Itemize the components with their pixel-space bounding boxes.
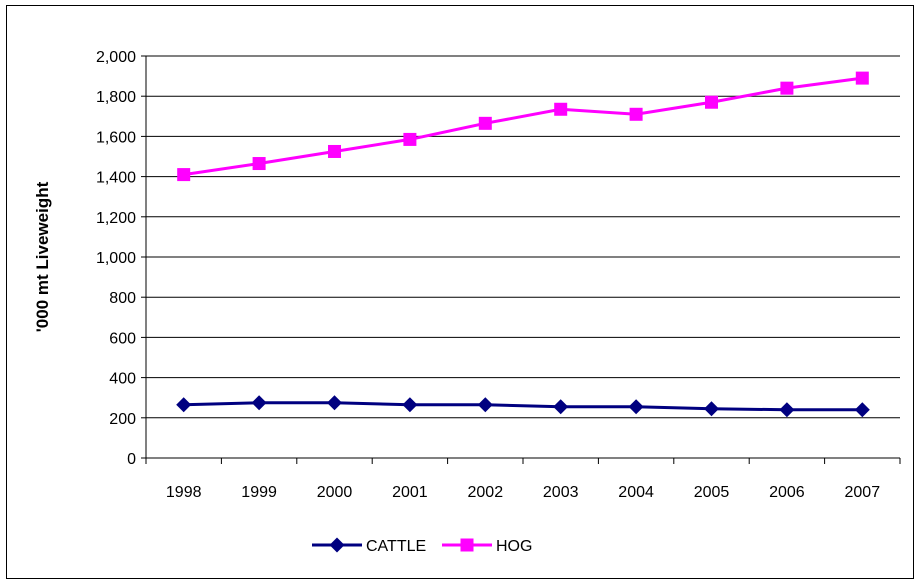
- y-tick-label: 2,000: [96, 49, 136, 66]
- data-point-cattle: [779, 402, 795, 418]
- series-line-cattle: [183, 401, 863, 412]
- data-point-hog: [780, 81, 794, 95]
- data-point-hog: [855, 71, 869, 85]
- y-tick-label: 600: [109, 330, 136, 347]
- y-tick-label: 1,200: [96, 210, 136, 227]
- x-tick-label: 2000: [317, 484, 353, 501]
- data-point-hog: [705, 95, 718, 109]
- y-tick-label: 1,600: [96, 129, 136, 146]
- series-group: [176, 71, 870, 418]
- data-point-cattle: [251, 395, 267, 411]
- data-point-cattle: [402, 397, 418, 413]
- x-tick-label: 2004: [618, 484, 654, 501]
- legend-label-hog: HOG: [496, 538, 532, 555]
- x-tick-label: 2007: [845, 484, 881, 501]
- axes: [145, 56, 900, 459]
- data-point-hog: [629, 107, 643, 121]
- data-point-hog: [328, 144, 341, 158]
- x-tick-label: 1999: [241, 484, 277, 501]
- series-hog: [177, 71, 869, 182]
- series-cattle: [176, 395, 870, 418]
- legend: CATTLE HOG: [312, 537, 532, 555]
- x-tick-label: 2002: [468, 484, 504, 501]
- y-tick-label: 0: [127, 451, 136, 468]
- legend-marker-hog: [460, 538, 474, 552]
- data-point-cattle: [327, 395, 342, 411]
- x-axis-ticks: 1998 1999 2000 2001 2002 2003 2004 2005 2006 2007: [145, 458, 901, 501]
- y-tick-label: 1,800: [96, 89, 136, 106]
- x-tick-label: 2006: [769, 484, 805, 501]
- data-point-cattle: [553, 399, 569, 415]
- data-point-hog: [478, 116, 492, 130]
- data-point-cattle: [628, 399, 644, 415]
- y-tick-label: 1,000: [96, 250, 136, 267]
- gridlines: [146, 55, 900, 419]
- x-tick-label: 2005: [694, 484, 730, 501]
- legend-label-cattle: CATTLE: [366, 538, 426, 555]
- chart-area: [6, 5, 914, 579]
- legend-item-hog: HOG: [442, 538, 532, 555]
- data-point-hog: [403, 132, 417, 146]
- x-tick-label: 2003: [543, 484, 579, 501]
- data-point-cattle: [477, 397, 493, 413]
- data-point-hog: [252, 157, 266, 171]
- data-point-cattle: [854, 402, 870, 418]
- y-tick-label: 800: [109, 290, 136, 307]
- y-tick-label: 400: [109, 371, 136, 388]
- legend-item-cattle: CATTLE: [312, 537, 426, 555]
- y-axis-label: '000 mt Liveweight: [33, 181, 52, 332]
- x-tick-label: 1998: [166, 484, 202, 501]
- y-axis-ticks: 0 200 400 600 800 1,000 1,200 1,400 1,600 1,800 2,…: [96, 49, 146, 468]
- x-tick-label: 2001: [392, 484, 428, 501]
- series-line-hog: [183, 76, 863, 177]
- data-point-cattle: [704, 401, 719, 417]
- y-tick-label: 200: [109, 411, 136, 428]
- data-point-cattle: [176, 397, 192, 413]
- data-point-hog: [177, 168, 191, 182]
- legend-marker-cattle: [329, 537, 345, 553]
- y-tick-label: 1,400: [96, 170, 136, 187]
- data-point-hog: [554, 102, 568, 116]
